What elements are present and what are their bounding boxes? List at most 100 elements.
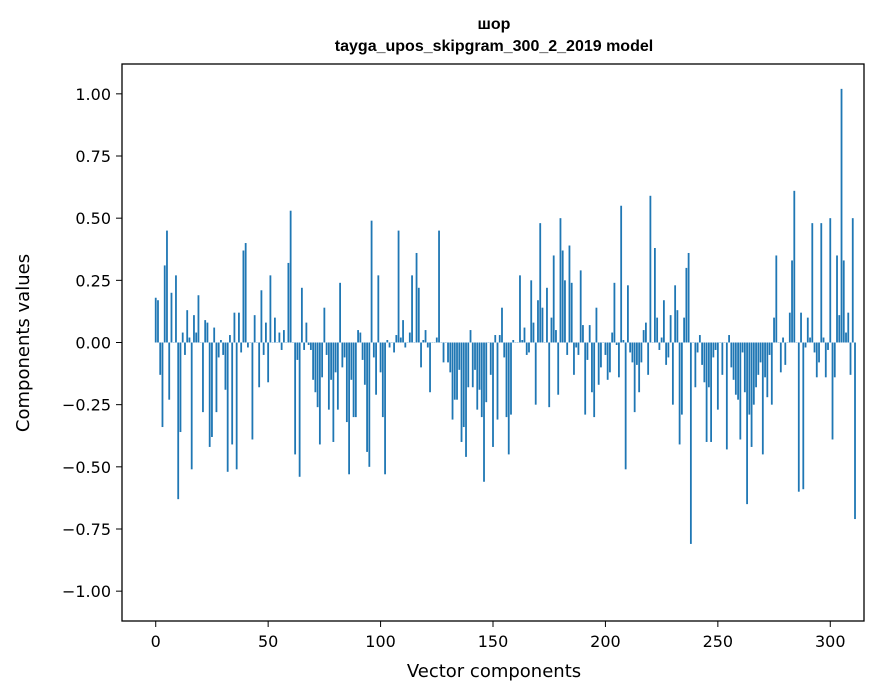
bar-85 (345, 342, 348, 423)
bar-237 (687, 252, 690, 343)
bar-294 (815, 342, 818, 378)
bar-287 (800, 312, 802, 343)
bar-269 (759, 342, 762, 363)
bar-60 (289, 210, 292, 343)
bar-286 (797, 342, 800, 492)
bar-301 (831, 342, 834, 440)
bar-168 (532, 322, 535, 343)
bar-93 (363, 342, 366, 385)
y-tick-label: 0.50 (75, 209, 111, 228)
x-tick-label: 250 (703, 632, 734, 651)
bar-5 (166, 230, 168, 343)
bar-138 (465, 342, 467, 457)
bar-224 (658, 342, 661, 350)
bar-94 (366, 342, 368, 452)
bar-247 (710, 342, 712, 442)
bar-186 (573, 342, 575, 375)
bar-275 (773, 317, 775, 343)
bar-169 (534, 342, 537, 405)
bar-23 (206, 322, 209, 343)
bar-101 (381, 342, 384, 418)
bar-258 (734, 342, 737, 395)
bar-261 (741, 342, 744, 353)
bar-72 (316, 342, 319, 408)
bar-21 (202, 342, 204, 413)
bar-102 (384, 342, 386, 475)
bar-252 (721, 342, 724, 375)
bar-295 (818, 342, 820, 363)
bar-201 (606, 342, 609, 380)
bar-214 (636, 342, 638, 365)
bar-179 (557, 342, 560, 395)
bar-212 (631, 342, 634, 363)
bar-302 (833, 342, 836, 378)
bar-116 (415, 252, 418, 343)
bar-158 (510, 342, 512, 415)
x-tick-label: 50 (258, 632, 278, 651)
bar-154 (501, 307, 503, 343)
bar-1 (157, 300, 159, 343)
bar-15 (188, 337, 191, 343)
bar-147 (485, 342, 488, 403)
bar-229 (669, 315, 672, 343)
bar-125 (435, 337, 438, 343)
bar-266 (752, 342, 755, 405)
bar-51 (269, 275, 272, 343)
bar-142 (474, 342, 476, 370)
bar-234 (680, 342, 683, 415)
bar-211 (629, 342, 632, 353)
y-tick-label: −0.75 (62, 520, 111, 539)
bar-155 (503, 342, 506, 358)
bar-310 (851, 218, 854, 343)
bar-29 (220, 340, 222, 343)
bar-304 (838, 315, 841, 343)
bar-307 (845, 332, 847, 343)
bar-306 (842, 260, 845, 343)
bar-274 (770, 342, 773, 405)
bar-206 (618, 342, 620, 378)
bar-204 (613, 282, 616, 343)
x-tick-label: 0 (151, 632, 161, 651)
bar-119 (422, 340, 425, 343)
bar-83 (341, 342, 344, 368)
bar-47 (260, 290, 263, 343)
bar-16 (190, 342, 193, 470)
bar-62 (294, 342, 297, 455)
bar-81 (336, 342, 339, 410)
bar-171 (539, 223, 542, 343)
bar-110 (402, 320, 404, 343)
bar-177 (552, 255, 555, 343)
bar-90 (357, 330, 359, 343)
bar-114 (411, 275, 413, 343)
chart-title-line-2: tayga_upos_skipgram_300_2_2019 model (335, 38, 653, 55)
bar-218 (645, 322, 647, 343)
bar-163 (521, 340, 524, 343)
bar-259 (737, 342, 739, 400)
bar-156 (505, 342, 508, 418)
bar-273 (768, 342, 771, 355)
bar-178 (555, 330, 557, 343)
bar-82 (339, 282, 341, 343)
bar-25 (211, 342, 213, 437)
bar-145 (480, 342, 483, 418)
bar-170 (537, 300, 539, 343)
bar-133 (453, 342, 456, 400)
x-tick-label: 150 (478, 632, 509, 651)
bar-59 (287, 262, 290, 343)
bar-79 (332, 342, 335, 442)
bar-140 (469, 330, 472, 343)
bar-143 (476, 342, 479, 410)
bar-84 (343, 342, 346, 358)
bar-267 (755, 342, 757, 388)
bar-215 (638, 342, 641, 393)
bar-264 (748, 342, 751, 415)
bar-208 (622, 340, 625, 343)
bar-289 (804, 342, 807, 348)
bar-74 (321, 342, 324, 378)
bar-97 (372, 342, 375, 358)
bar-9 (175, 275, 177, 343)
bar-176 (550, 317, 553, 343)
bar-151 (494, 335, 497, 343)
bar-17 (193, 315, 195, 343)
bar-297 (822, 337, 825, 343)
